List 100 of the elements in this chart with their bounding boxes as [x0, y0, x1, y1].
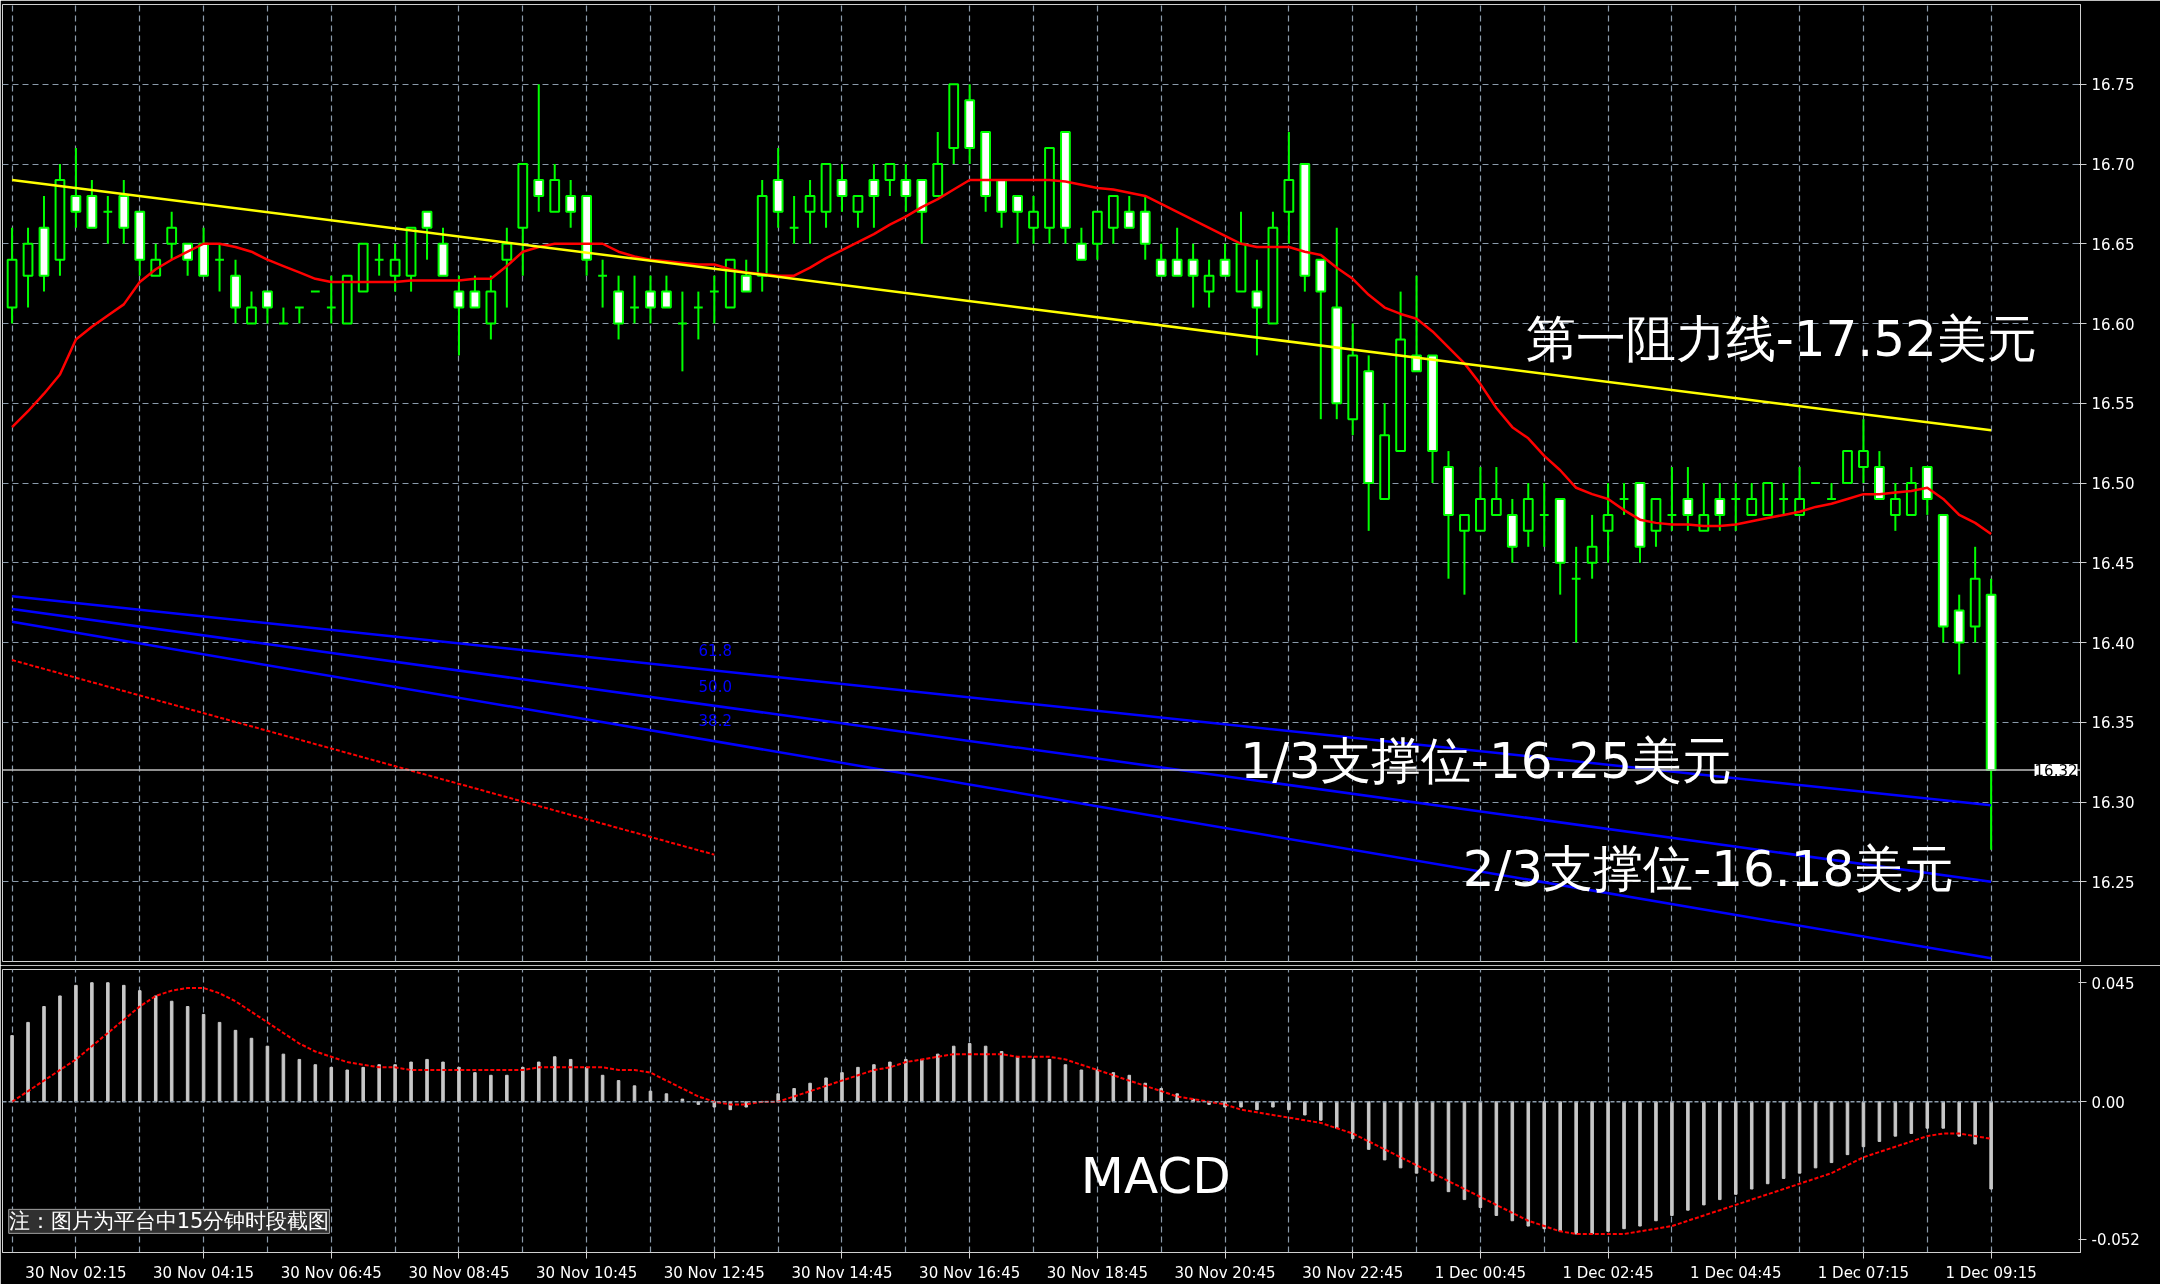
bar: [1686, 1101, 1690, 1211]
candlestick: [1858, 418, 1869, 484]
candlestick: [645, 274, 656, 325]
bar: [1398, 1101, 1403, 1169]
candlestick: [166, 210, 178, 261]
candlestick: [1682, 466, 1694, 532]
candlestick: [868, 163, 880, 229]
bar: [1765, 1101, 1770, 1185]
bar: [297, 1058, 302, 1103]
y-tick-label: 16.65: [2091, 235, 2135, 254]
x-tick-label: 1 Dec 02:45: [1562, 1263, 1654, 1282]
candlestick: [1219, 242, 1231, 277]
y-tick-label: 16.70: [2091, 156, 2135, 174]
bar: [983, 1045, 988, 1103]
annotation: MACD: [1080, 1147, 1231, 1206]
bar: [1350, 1101, 1355, 1140]
bar: [1574, 1101, 1578, 1235]
bar: [521, 1066, 525, 1103]
y-tick-label: 0.00: [2091, 1093, 2125, 1112]
candlestick: [453, 274, 465, 357]
bar: [1638, 1101, 1642, 1227]
bar: [409, 1061, 413, 1103]
x-tick-label: 30 Nov 06:45: [280, 1263, 382, 1282]
bar: [1718, 1101, 1722, 1201]
bar: [1733, 1101, 1738, 1195]
bar: [1287, 1101, 1291, 1111]
candlestick: [1203, 258, 1215, 309]
x-tick-label: 30 Nov 04:15: [153, 1263, 255, 1282]
bar: [1877, 1101, 1882, 1142]
candlestick: [804, 178, 816, 245]
candlestick: [1251, 258, 1263, 357]
bar: [1590, 1101, 1594, 1235]
candlestick: [70, 147, 82, 229]
bar: [1893, 1101, 1898, 1137]
x-tick-label: 1 Dec 07:15: [1817, 1263, 1910, 1282]
bar: [536, 1061, 541, 1103]
annotation: 50.0: [698, 677, 732, 696]
bar: [552, 1056, 557, 1103]
candlestick: [1698, 482, 1710, 532]
bar: [840, 1072, 844, 1103]
bar: [1558, 1101, 1562, 1232]
x-tick-label: 30 Nov 08:45: [408, 1263, 510, 1282]
bar: [1079, 1069, 1084, 1103]
candlestick: [533, 83, 545, 213]
candlestick: [661, 274, 672, 309]
annotation: 38.2: [698, 712, 732, 731]
candlestick: [852, 194, 864, 229]
bar: [58, 995, 62, 1103]
candlestick: [1028, 194, 1039, 245]
candlestick: [900, 163, 912, 213]
bar: [696, 1101, 701, 1105]
bar: [792, 1088, 796, 1103]
candlestick: [246, 290, 257, 325]
bar: [1095, 1069, 1100, 1103]
candlestick: [1602, 482, 1614, 564]
bar: [313, 1064, 318, 1103]
bar: [1494, 1101, 1499, 1216]
candlestick: [1155, 242, 1167, 277]
bar: [1925, 1101, 1930, 1129]
line-series: [11, 987, 1993, 1235]
bar: [808, 1082, 812, 1103]
bar: [153, 995, 158, 1103]
bar: [1797, 1101, 1802, 1174]
bar: [1366, 1101, 1371, 1150]
candlestick: [1012, 194, 1023, 245]
bar: [329, 1066, 334, 1103]
bar: [999, 1050, 1004, 1103]
bar: [1973, 1101, 1977, 1145]
y-tick-label: -0.052: [2091, 1231, 2140, 1250]
bar: [1957, 1101, 1961, 1137]
bar: [1382, 1101, 1387, 1161]
x-tick-label: 30 Nov 10:45: [536, 1263, 638, 1282]
x-tick-label: 1 Dec 00:45: [1434, 1263, 1527, 1282]
bar: [600, 1074, 605, 1103]
bar: [505, 1074, 509, 1103]
candlestick: [1076, 226, 1087, 261]
bar: [967, 1043, 972, 1103]
y-tick-label: 16.50: [2091, 475, 2135, 493]
candlestick: [884, 163, 896, 197]
bar: [1478, 1101, 1483, 1209]
candlestick: [501, 226, 513, 309]
x-tick-label: 1 Dec 09:15: [1945, 1263, 2037, 1282]
candlestick: [1586, 513, 1598, 580]
bar: [1909, 1101, 1914, 1134]
candlestick: [1746, 482, 1758, 516]
bar: [90, 982, 94, 1103]
bar: [584, 1066, 589, 1103]
ref-line-label: 16.32: [2034, 762, 2078, 781]
bar: [42, 1006, 46, 1103]
x-tick-label: 30 Nov 12:45: [663, 1263, 765, 1282]
bar: [393, 1064, 397, 1103]
bar: [1542, 1101, 1547, 1230]
bar: [26, 1021, 30, 1103]
y-tick-label: 16.60: [2091, 315, 2135, 334]
bar: [1606, 1101, 1610, 1232]
candlestick: [1187, 242, 1199, 309]
candlestick: [1123, 194, 1135, 229]
bar: [1622, 1101, 1626, 1230]
y-tick-label: 0.045: [2091, 974, 2135, 993]
bar: [489, 1074, 493, 1103]
